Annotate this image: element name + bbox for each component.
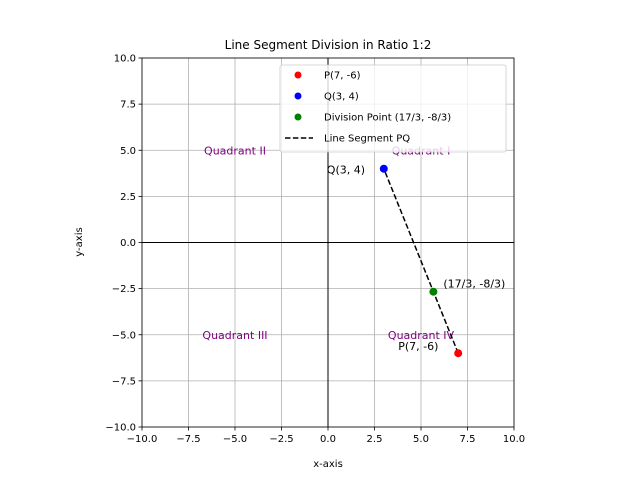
x-tick-label: −2.5 <box>269 434 293 445</box>
x-tick-label: 5.0 <box>413 434 429 445</box>
legend-label: P(7, -6) <box>324 71 361 82</box>
y-axis-label: y-axis <box>74 227 85 256</box>
line-segment-pq <box>383 168 459 354</box>
y-tick-label: 2.5 <box>120 192 136 203</box>
y-tick-label: 0.0 <box>120 238 136 249</box>
y-tick-label: 7.5 <box>120 100 136 111</box>
x-axis-label: x-axis <box>313 459 343 470</box>
y-tick-label: 10.0 <box>114 54 136 65</box>
series <box>379 164 463 358</box>
y-tick-label: −7.5 <box>112 376 136 387</box>
legend-label: Line Segment PQ <box>324 134 410 145</box>
data-point <box>379 164 388 173</box>
legend-label: Division Point (17/3, -8/3) <box>324 113 451 124</box>
data-point <box>454 349 463 358</box>
legend-label: Q(3, 4) <box>324 92 359 103</box>
x-tick-label: −5.0 <box>223 434 247 445</box>
x-tick-label: 7.5 <box>460 434 476 445</box>
x-tick-label: 0.0 <box>320 434 336 445</box>
x-tick-label: −10.0 <box>127 434 158 445</box>
legend-marker <box>294 71 302 79</box>
y-tick-label: −2.5 <box>112 284 136 295</box>
ticks: −10.0−10.0 −7.5 −7.5 −5.0 −5.0 −2.5 −2.5 0.0 0.0… <box>105 54 525 446</box>
y-tick-label: 5.0 <box>120 146 136 157</box>
point-annotation: Q(3, 4) <box>327 164 365 177</box>
x-tick-label: 2.5 <box>367 434 383 445</box>
quadrant-label: Quadrant II <box>204 144 266 157</box>
data-point <box>429 287 438 296</box>
legend-marker <box>294 92 302 100</box>
y-tick-label: −10.0 <box>105 423 136 434</box>
quadrant-label: Quadrant IV <box>388 329 455 342</box>
point-annotation: P(7, -6) <box>398 340 438 353</box>
y-tick-label: −5.0 <box>112 330 136 341</box>
annotations: P(7, -6) Q(3, 4) (17/3, -8/3) <box>327 164 506 354</box>
legend: P(7, -6) Q(3, 4) Division Point (17/3, -8/… <box>279 64 507 153</box>
x-tick-label: 10.0 <box>503 434 525 445</box>
x-tick-label: −7.5 <box>176 434 200 445</box>
legend-box <box>279 64 507 153</box>
quadrant-label: Quadrant III <box>202 329 267 342</box>
chart-title: Line Segment Division in Ratio 1:2 <box>225 38 432 52</box>
point-annotation: (17/3, -8/3) <box>443 278 505 291</box>
legend-marker <box>294 113 302 121</box>
